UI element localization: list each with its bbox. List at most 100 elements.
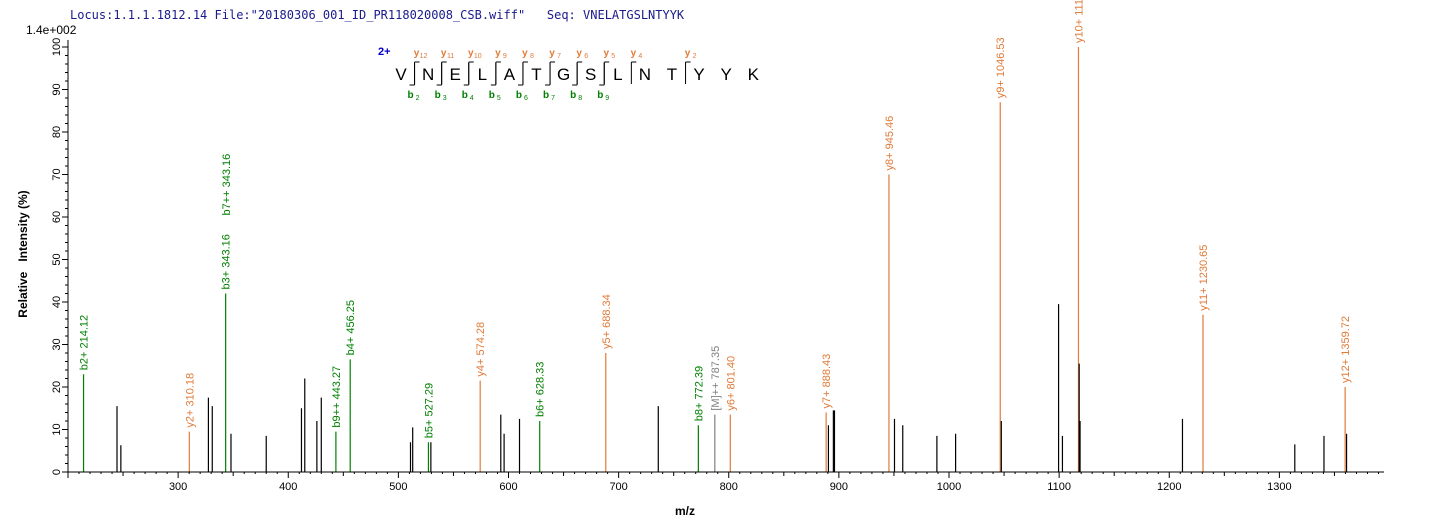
y-ion-letter: y bbox=[495, 48, 501, 59]
b-ion-letter: b bbox=[462, 90, 468, 101]
y-tick-label: 100 bbox=[51, 38, 63, 56]
x-axis-label: m/z bbox=[675, 504, 695, 518]
peak-label: y4+ 574.28 bbox=[475, 322, 487, 377]
y-tick-label: 10 bbox=[51, 423, 63, 435]
x-tick-label: 1000 bbox=[937, 481, 961, 493]
y-ion-letter: y bbox=[522, 48, 528, 59]
locus-value: 1.1.1.1812.14 bbox=[113, 8, 208, 22]
residue: K bbox=[748, 65, 760, 84]
residue: N bbox=[639, 65, 651, 84]
peak-label: y9+ 1046.53 bbox=[995, 37, 1007, 98]
y-ion-number: 8 bbox=[530, 53, 534, 60]
peak-label: b6+ 628.33 bbox=[535, 362, 547, 417]
residue: A bbox=[504, 65, 516, 84]
b-ion-number: 9 bbox=[605, 95, 609, 102]
b-ion-number: 6 bbox=[524, 95, 528, 102]
seq-value: VNELATGSLNTYYK bbox=[583, 8, 685, 22]
file-label: File: bbox=[214, 8, 251, 22]
peaks-layer bbox=[82, 47, 1348, 472]
b-cleavage-bracket bbox=[463, 63, 470, 86]
y-ion-number: 7 bbox=[557, 53, 561, 60]
y-ion-number: 12 bbox=[420, 53, 428, 60]
b-cleavage-bracket bbox=[545, 63, 551, 86]
x-tick-label: 1200 bbox=[1157, 481, 1181, 493]
b-ion-letter: b bbox=[407, 90, 413, 101]
peak-labels-layer: b2+ 214.12 y2+ 310.18 b3+ 343.16 b7++ 343.1… bbox=[79, 0, 1353, 438]
peak-label: y5+ 688.34 bbox=[601, 294, 613, 349]
b-ion-letter: b bbox=[543, 90, 549, 101]
x-tick-label: 400 bbox=[279, 481, 297, 493]
b-ion-letter: b bbox=[570, 90, 576, 101]
b-ion-number: 7 bbox=[551, 95, 555, 102]
residue: N bbox=[422, 65, 434, 84]
x-tick-label: 700 bbox=[609, 481, 627, 493]
peak-label: b8+ 772.39 bbox=[693, 366, 705, 421]
peak-label: y11+ 1230.65 bbox=[1198, 245, 1210, 311]
y-cleavage-bracket bbox=[441, 61, 447, 84]
y-ticks: 0 10 20 30 40 50 60 70 80 90 100 bbox=[51, 38, 68, 475]
y-ion-number: 2 bbox=[693, 53, 697, 60]
peak-label: y6+ 801.40 bbox=[725, 356, 737, 411]
y-ion-number: 9 bbox=[503, 53, 507, 60]
y-tick-label: 40 bbox=[51, 296, 63, 308]
residue: T bbox=[531, 65, 541, 84]
y-cleavage-bracket bbox=[630, 61, 637, 84]
y-cleavage-bracket bbox=[414, 61, 420, 84]
x-tick-label: 300 bbox=[169, 481, 187, 493]
y-tick-label: 80 bbox=[51, 126, 63, 138]
b-cleavage-bracket bbox=[409, 63, 416, 86]
b-cleavage-bracket bbox=[490, 63, 497, 86]
b-ion-number: 2 bbox=[416, 95, 420, 102]
y-tick-label: 70 bbox=[51, 168, 63, 180]
file-value: "20180306_001_ID_PR118020008_CSB.wiff" bbox=[250, 8, 526, 22]
residue: E bbox=[450, 65, 461, 84]
y-ion-number: 11 bbox=[447, 53, 454, 60]
y-tick-label: 20 bbox=[51, 381, 63, 393]
y-tick-label: 0 bbox=[51, 469, 63, 475]
y-ion-letter: y bbox=[414, 48, 420, 59]
residue: Y bbox=[721, 65, 732, 84]
residue: L bbox=[478, 65, 487, 84]
b-ion-number: 3 bbox=[443, 95, 447, 102]
peak-label: y12+ 1359.72 bbox=[1340, 316, 1352, 383]
peak-label: y10+ 1117.56 bbox=[1073, 0, 1085, 43]
y-ion-letter: y bbox=[631, 48, 637, 59]
x-tick-label: 800 bbox=[720, 481, 738, 493]
b-ion-number: 4 bbox=[470, 95, 474, 102]
y-tick-label: 30 bbox=[51, 338, 63, 350]
residue: G bbox=[557, 65, 570, 84]
y-cleavage-bracket bbox=[576, 61, 583, 84]
b-ion-number: 8 bbox=[578, 95, 582, 102]
x-tick-label: 500 bbox=[389, 481, 407, 493]
peak-label: b3+ 343.16 bbox=[221, 234, 233, 289]
b-ion-letter: b bbox=[516, 90, 522, 101]
b-ion-letter: b bbox=[489, 90, 495, 101]
peak-label: b5+ 527.29 bbox=[423, 383, 435, 438]
y-ion-number: 4 bbox=[638, 53, 642, 60]
y-ion-letter: y bbox=[576, 48, 582, 59]
axes-layer: 300 400 500 600 700 800 900 1000 1100 1200 1300 0 1… bbox=[16, 38, 1384, 518]
peak-label: b9++ 443.27 bbox=[331, 366, 343, 428]
x-tick-label: 1300 bbox=[1267, 481, 1291, 493]
x-tick-label: 1100 bbox=[1047, 481, 1071, 493]
x-tick-label: 900 bbox=[830, 481, 848, 493]
y-ion-letter: y bbox=[468, 48, 474, 59]
y-cleavage-bracket bbox=[495, 61, 501, 84]
residue: S bbox=[585, 65, 596, 84]
y-ion-number: 5 bbox=[611, 53, 615, 60]
x-tick-label: 600 bbox=[499, 481, 517, 493]
x-ticks: 300 400 500 600 700 800 900 1000 1100 1200 1300 bbox=[67, 472, 1379, 493]
peak-label: y7+ 888.43 bbox=[821, 354, 833, 409]
y-ion-letter: y bbox=[685, 48, 691, 59]
b-ion-number: 5 bbox=[497, 95, 501, 102]
peak-label: b7++ 343.16 bbox=[221, 154, 233, 216]
